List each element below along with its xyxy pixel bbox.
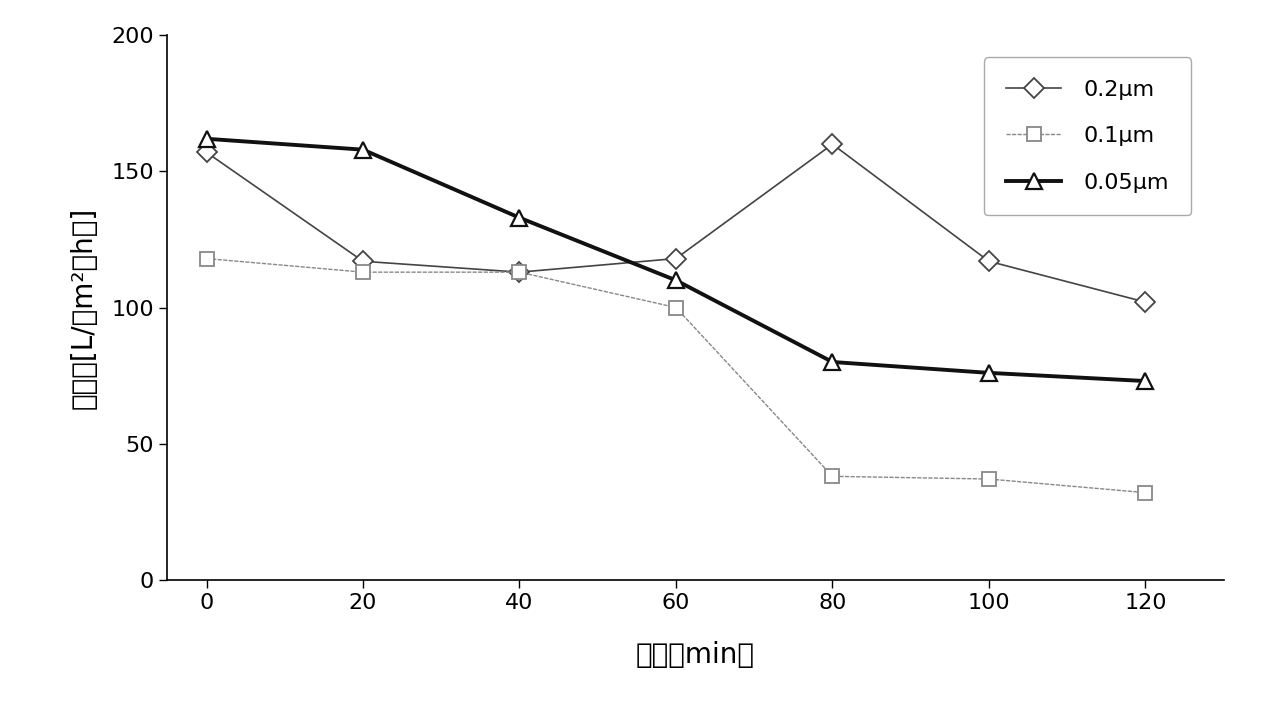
0.1μm bbox=[824, 472, 840, 481]
0.1μm bbox=[511, 268, 527, 276]
0.2μm bbox=[355, 257, 371, 266]
0.2μm bbox=[1137, 298, 1153, 306]
0.1μm bbox=[1137, 489, 1153, 497]
Y-axis label: 膨通量[L/（m²．h）]: 膨通量[L/（m²．h）] bbox=[70, 206, 98, 409]
0.2μm bbox=[824, 140, 840, 148]
0.05μm bbox=[668, 276, 684, 285]
Legend: 0.2μm, 0.1μm, 0.05μm: 0.2μm, 0.1μm, 0.05μm bbox=[984, 57, 1191, 215]
0.05μm bbox=[198, 134, 214, 143]
0.2μm bbox=[198, 148, 214, 157]
0.05μm bbox=[824, 358, 840, 366]
Line: 0.1μm: 0.1μm bbox=[200, 252, 1153, 500]
0.1μm bbox=[355, 268, 371, 276]
0.05μm bbox=[981, 368, 997, 377]
0.1μm bbox=[981, 475, 997, 484]
Line: 0.05μm: 0.05μm bbox=[198, 131, 1153, 389]
0.1μm bbox=[668, 303, 684, 312]
0.2μm bbox=[511, 268, 527, 276]
Line: 0.2μm: 0.2μm bbox=[200, 137, 1153, 309]
0.2μm bbox=[981, 257, 997, 266]
0.05μm bbox=[1137, 377, 1153, 385]
0.1μm bbox=[198, 255, 214, 263]
X-axis label: 时间（min）: 时间（min） bbox=[636, 641, 755, 669]
0.05μm bbox=[511, 214, 527, 222]
0.2μm bbox=[668, 255, 684, 263]
0.05μm bbox=[355, 146, 371, 154]
